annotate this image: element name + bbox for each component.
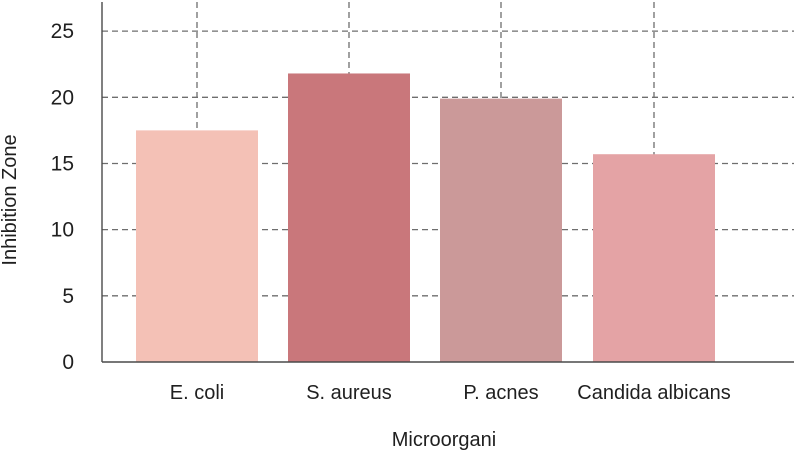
y-axis-title: Inhibition Zone xyxy=(0,134,21,265)
axes xyxy=(101,2,794,363)
y-tick-label: 25 xyxy=(51,20,74,43)
x-tick-label: Candida albicans xyxy=(577,382,730,404)
y-tick-label: 5 xyxy=(62,285,74,308)
y-tick-label: 10 xyxy=(51,219,74,242)
bars xyxy=(136,73,715,363)
bar xyxy=(440,98,562,362)
bar xyxy=(593,154,715,362)
x-tick-label: E. coli xyxy=(170,382,224,404)
y-tick-label: 15 xyxy=(51,152,74,175)
y-tick-label: 20 xyxy=(51,86,74,109)
x-tick-labels: E. coli S. aureus P. acnes Candida albicans xyxy=(170,382,731,404)
bar xyxy=(136,130,258,362)
x-axis-title: Microorgani xyxy=(392,429,496,451)
x-tick-label: P. acnes xyxy=(463,382,538,404)
y-tick-label: 0 xyxy=(62,351,74,374)
y-tick-labels: 0 5 10 15 20 25 xyxy=(51,20,74,374)
x-tick-label: S. aureus xyxy=(306,382,392,404)
bar xyxy=(288,73,410,363)
